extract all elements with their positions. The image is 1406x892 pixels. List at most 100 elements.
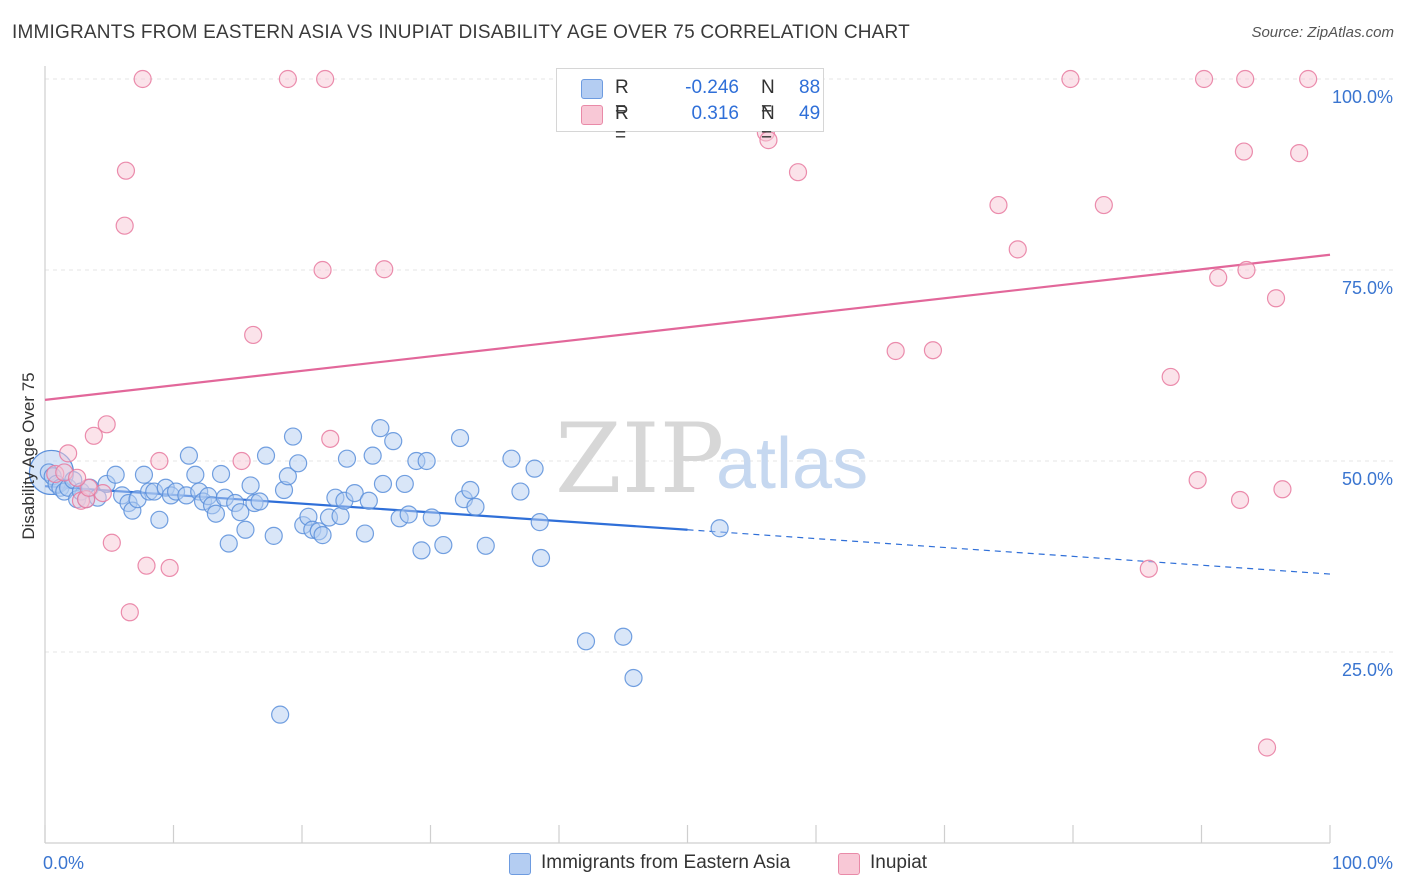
data-point-inupiat (244, 325, 263, 345)
data-point-eastern-asia (384, 432, 403, 451)
trend-line-inupiat (44, 253, 1331, 401)
data-point-eastern-asia (271, 705, 290, 724)
data-point-eastern-asia (179, 446, 199, 465)
data-point-eastern-asia (530, 513, 549, 532)
chart-source: Source: ZipAtlas.com (1251, 24, 1394, 41)
data-point-inupiat (1230, 490, 1250, 510)
data-point-eastern-asia (399, 505, 418, 524)
data-point-eastern-asia (241, 476, 260, 495)
correlation-legend: R = -0.246 N = 88 R = 0.316 N = 49 (556, 68, 824, 146)
series-legend: Immigrants from Eastern Asia Inupiat (0, 852, 1406, 876)
data-point-inupiat (1061, 69, 1080, 89)
legend-swatch-eastern-asia (581, 79, 603, 99)
data-point-inupiat (1273, 480, 1292, 499)
series-swatch-inupiat (838, 853, 860, 875)
watermark-zip: ZIP (555, 403, 724, 515)
data-point-inupiat (788, 163, 808, 182)
data-point-eastern-asia (363, 446, 382, 465)
data-point-inupiat (137, 556, 156, 575)
y-tick-label: 50.0% (1342, 469, 1393, 489)
data-point-inupiat (84, 426, 103, 445)
data-point-inupiat (1209, 268, 1228, 287)
data-point-eastern-asia (186, 465, 205, 484)
data-point-inupiat (1161, 367, 1180, 387)
trend-line-extension-eastern-asia (687, 529, 1331, 575)
data-point-inupiat (1237, 260, 1256, 280)
data-point-eastern-asia (150, 510, 169, 529)
data-point-eastern-asia (289, 454, 308, 473)
legend-n-label: N = (761, 103, 775, 146)
data-point-eastern-asia (466, 497, 485, 516)
data-point-inupiat (989, 195, 1008, 215)
data-point-inupiat (232, 451, 251, 471)
legend-r-label: R = (615, 103, 629, 146)
data-point-eastern-asia (345, 483, 364, 503)
data-point-inupiat (1234, 142, 1254, 161)
data-point-eastern-asia (264, 526, 283, 545)
data-point-eastern-asia (134, 465, 154, 484)
series-label-eastern-asia: Immigrants from Eastern Asia (541, 852, 791, 873)
data-point-inupiat (1008, 240, 1027, 259)
data-point-eastern-asia (614, 627, 633, 646)
data-point-eastern-asia (206, 504, 226, 523)
data-point-inupiat (1299, 69, 1318, 89)
data-point-inupiat (1094, 195, 1113, 215)
data-point-eastern-asia (434, 535, 453, 555)
data-point-inupiat (1290, 144, 1309, 163)
data-point-eastern-asia (422, 508, 441, 527)
data-point-eastern-asia (236, 520, 255, 539)
data-point-eastern-asia (511, 482, 530, 501)
data-point-eastern-asia (710, 519, 729, 538)
chart-title: IMMIGRANTS FROM EASTERN ASIA VS INUPIAT … (12, 22, 910, 43)
data-point-inupiat (115, 216, 134, 235)
data-point-eastern-asia (337, 449, 357, 468)
data-point-inupiat (116, 161, 136, 180)
data-point-eastern-asia (450, 428, 470, 448)
data-point-eastern-asia (278, 467, 297, 486)
data-point-eastern-asia (531, 548, 551, 568)
y-tick-label: 100.0% (1332, 87, 1393, 107)
data-point-eastern-asia (219, 534, 238, 553)
legend-n-value-inupiat: 49 (799, 103, 821, 124)
x-tick-label: 100.0% (1332, 853, 1393, 873)
data-point-eastern-asia (576, 632, 596, 651)
data-point-inupiat (160, 558, 179, 578)
data-point-inupiat (316, 69, 335, 89)
legend-swatch-inupiat (581, 105, 603, 125)
data-point-inupiat (923, 341, 943, 360)
y-tick-label: 25.0% (1342, 660, 1393, 680)
y-tick-label: 75.0% (1342, 278, 1393, 298)
data-point-eastern-asia (371, 419, 390, 438)
data-point-eastern-asia (211, 464, 231, 484)
data-point-inupiat (150, 451, 169, 471)
data-points (28, 69, 1318, 757)
data-point-inupiat (133, 69, 152, 89)
data-point-inupiat (278, 69, 297, 89)
tick-labels: 25.0% 50.0% 75.0% 100.0% 0.0% 100.0% (43, 87, 1393, 873)
series-label-inupiat: Inupiat (870, 852, 928, 873)
data-point-eastern-asia (412, 541, 431, 560)
data-point-inupiat (375, 260, 394, 279)
data-point-inupiat (120, 603, 139, 622)
legend-n-value-eastern-asia: 88 (799, 77, 821, 98)
data-point-eastern-asia (250, 492, 269, 511)
data-point-inupiat (321, 429, 340, 448)
data-point-eastern-asia (476, 536, 495, 555)
data-point-eastern-asia (395, 474, 414, 494)
data-point-inupiat (1194, 69, 1214, 89)
data-point-eastern-asia (525, 459, 544, 478)
data-point-eastern-asia (106, 465, 125, 484)
data-point-inupiat (886, 341, 905, 361)
data-point-inupiat (59, 444, 78, 463)
grid-lines (45, 78, 1395, 653)
data-point-eastern-asia (373, 474, 393, 494)
data-point-inupiat (1139, 559, 1158, 578)
data-point-eastern-asia (313, 526, 332, 545)
data-point-eastern-asia (417, 451, 436, 471)
data-point-inupiat (313, 260, 332, 280)
watermark-atlas: atlas (716, 424, 868, 504)
data-point-eastern-asia (331, 506, 350, 526)
data-point-eastern-asia (283, 427, 303, 446)
legend-n-label: N = (761, 77, 775, 120)
